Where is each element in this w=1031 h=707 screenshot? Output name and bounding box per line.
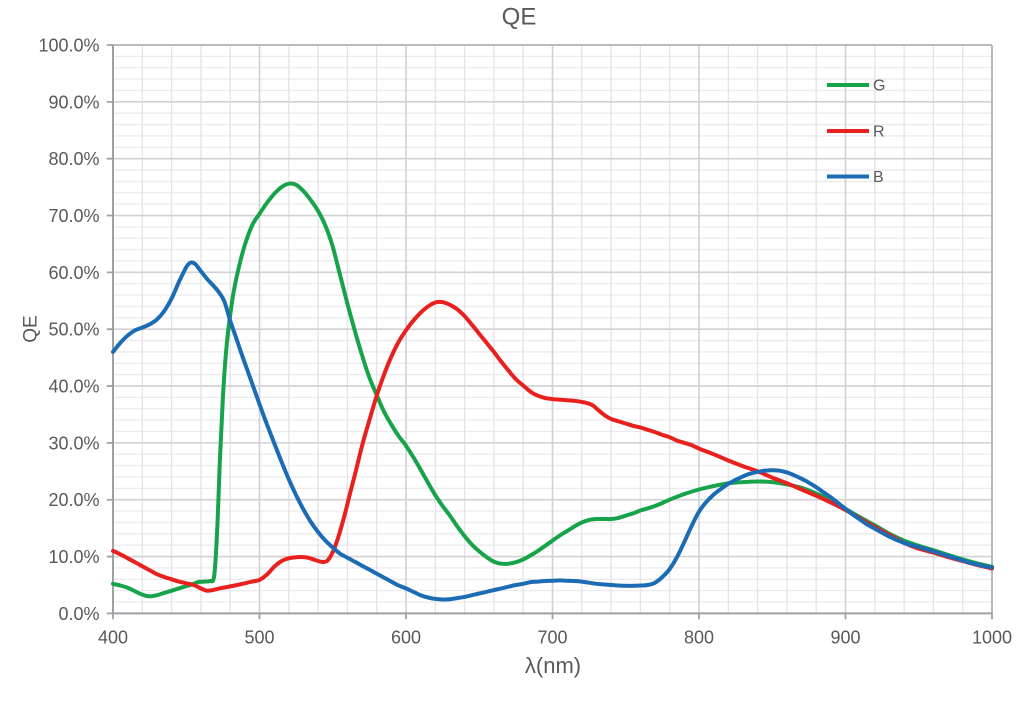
svg-text:60.0%: 60.0% [48, 263, 99, 283]
svg-text:G: G [873, 78, 885, 95]
svg-text:70.0%: 70.0% [48, 206, 99, 226]
svg-text:40.0%: 40.0% [48, 377, 99, 397]
svg-text:10.0%: 10.0% [48, 547, 99, 567]
svg-text:600: 600 [391, 628, 421, 648]
svg-text:700: 700 [537, 628, 567, 648]
svg-text:50.0%: 50.0% [48, 320, 99, 340]
svg-text:λ(nm): λ(nm) [525, 653, 581, 678]
svg-text:100.0%: 100.0% [38, 36, 99, 56]
svg-text:20.0%: 20.0% [48, 490, 99, 510]
svg-text:90.0%: 90.0% [48, 92, 99, 112]
svg-text:30.0%: 30.0% [48, 433, 99, 453]
svg-text:80.0%: 80.0% [48, 149, 99, 169]
svg-text:500: 500 [244, 628, 274, 648]
svg-text:400: 400 [98, 628, 128, 648]
svg-text:R: R [873, 124, 885, 141]
svg-text:B: B [873, 169, 884, 186]
svg-text:800: 800 [684, 628, 714, 648]
svg-text:QE: QE [502, 4, 537, 31]
svg-text:900: 900 [830, 628, 860, 648]
svg-text:QE: QE [21, 315, 42, 342]
svg-text:1000: 1000 [972, 628, 1012, 648]
svg-text:0.0%: 0.0% [58, 604, 99, 624]
